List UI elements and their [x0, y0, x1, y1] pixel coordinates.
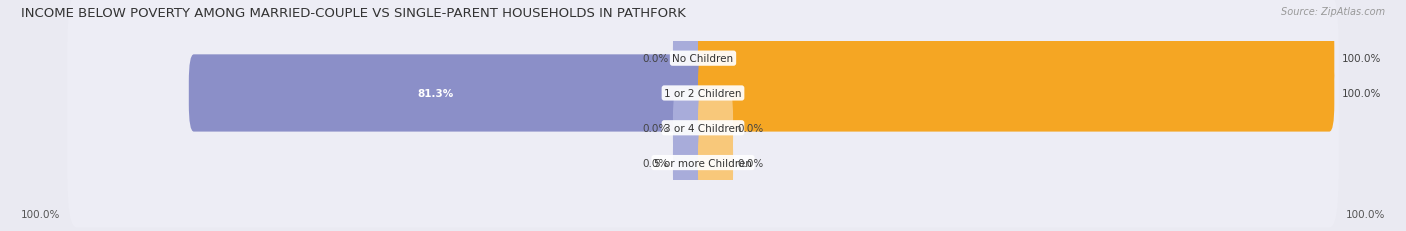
Text: 0.0%: 0.0% [643, 123, 669, 133]
FancyBboxPatch shape [697, 90, 733, 167]
FancyBboxPatch shape [673, 90, 709, 167]
FancyBboxPatch shape [67, 29, 1339, 158]
Text: 100.0%: 100.0% [1341, 88, 1381, 99]
FancyBboxPatch shape [67, 64, 1339, 193]
Legend: Married Couples, Single Parents: Married Couples, Single Parents [599, 229, 807, 231]
FancyBboxPatch shape [188, 55, 709, 132]
Text: 1 or 2 Children: 1 or 2 Children [664, 88, 742, 99]
Text: 81.3%: 81.3% [418, 88, 454, 99]
FancyBboxPatch shape [67, 98, 1339, 228]
FancyBboxPatch shape [673, 124, 709, 201]
Text: No Children: No Children [672, 54, 734, 64]
Text: 0.0%: 0.0% [643, 158, 669, 168]
FancyBboxPatch shape [67, 0, 1339, 124]
Text: 100.0%: 100.0% [1346, 210, 1385, 219]
FancyBboxPatch shape [697, 21, 1334, 97]
Text: 0.0%: 0.0% [738, 158, 763, 168]
Text: 0.0%: 0.0% [738, 123, 763, 133]
Text: 100.0%: 100.0% [1341, 54, 1381, 64]
Text: INCOME BELOW POVERTY AMONG MARRIED-COUPLE VS SINGLE-PARENT HOUSEHOLDS IN PATHFOR: INCOME BELOW POVERTY AMONG MARRIED-COUPL… [21, 7, 686, 20]
FancyBboxPatch shape [697, 55, 1334, 132]
Text: Source: ZipAtlas.com: Source: ZipAtlas.com [1281, 7, 1385, 17]
FancyBboxPatch shape [673, 21, 709, 97]
FancyBboxPatch shape [697, 124, 733, 201]
Text: 100.0%: 100.0% [21, 210, 60, 219]
Text: 3 or 4 Children: 3 or 4 Children [664, 123, 742, 133]
Text: 5 or more Children: 5 or more Children [654, 158, 752, 168]
Text: 0.0%: 0.0% [643, 54, 669, 64]
